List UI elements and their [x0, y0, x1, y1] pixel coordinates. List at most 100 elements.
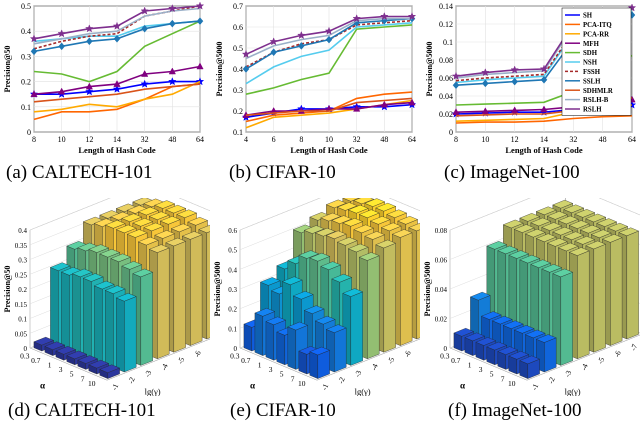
b-cifar-alpha-tick: 1 — [258, 361, 262, 370]
caltech-ylabel: Precision@50 — [3, 46, 12, 93]
b-caltech-bar — [61, 271, 70, 350]
b-imagenet-bar — [524, 228, 546, 238]
imagenet-point-rslh — [627, 3, 637, 12]
caltech-xlabel: Length of Hash Code — [78, 145, 155, 155]
b-cifar-bar — [375, 202, 397, 212]
b-imagenet-ztick-label: 0 — [444, 345, 448, 353]
b-imagenet-bar — [519, 213, 541, 222]
caltech-xtick-label: 8 — [32, 135, 36, 144]
cifar-ytick-label: 0.2 — [233, 107, 243, 116]
b-imagenet-bar — [546, 238, 568, 247]
caltech-point-rslh — [29, 34, 39, 43]
b-caltech-bar — [115, 293, 137, 302]
b-cifar-bar — [375, 239, 397, 249]
b-cifar-bar — [317, 350, 330, 379]
imagenet-xtick-label: 48 — [599, 135, 607, 144]
caltech-ytick-label: 0.4 — [21, 27, 31, 36]
b-imagenet-gamma-tick: -7 — [629, 343, 640, 352]
b-cifar-bar — [276, 331, 285, 366]
b-cifar-bar — [397, 216, 419, 225]
b-imagenet-bar — [530, 217, 552, 227]
b-caltech-bar — [66, 350, 88, 360]
b-imagenet-bar — [596, 218, 618, 227]
bar3d-chart-cifar: 00.10.20.30.40.50.6Precision@50000.30.71… — [213, 198, 420, 396]
b-caltech-bar — [148, 211, 170, 220]
b-cifar-bar — [400, 232, 413, 346]
b-cifar-bar — [416, 229, 420, 340]
caltech-xtick-label: 48 — [168, 135, 176, 144]
caption-d: (d) CALTECH-101 — [8, 400, 156, 421]
b-imagenet-bar — [557, 215, 579, 225]
imagenet-point-rslh — [510, 65, 519, 74]
cifar-point-mfh — [380, 100, 388, 108]
b-cifar-bar — [331, 215, 353, 224]
b-cifar-bar — [364, 198, 386, 207]
b-caltech-bar — [77, 355, 99, 364]
b-cifar-alpha-tick: 7 — [291, 374, 295, 383]
b-cifar-bar — [298, 350, 307, 375]
b-imagenet-bar — [535, 233, 557, 242]
legend-label-pca-rr: PCA-RR — [583, 31, 609, 38]
b-caltech-bar — [105, 290, 114, 368]
b-caltech-bar — [50, 267, 59, 345]
b-caltech-zlabel: Precision@50 — [3, 266, 12, 313]
cifar-ytick-label: 0.4 — [233, 65, 243, 74]
cifar-xtick-label: 8 — [299, 135, 303, 144]
caltech-series-sdh — [33, 20, 201, 83]
b-cifar-bar — [243, 323, 252, 352]
imagenet-xtick-label: 32 — [569, 135, 577, 144]
b-cifar-bar — [353, 224, 375, 234]
cifar-point-mfh — [408, 98, 416, 106]
b-caltech-bar — [99, 364, 121, 373]
b-caltech-bar — [181, 231, 203, 240]
b-caltech-bar — [170, 223, 192, 233]
caltech-point-rslh — [168, 3, 177, 13]
b-caltech-bar — [176, 209, 198, 218]
line-chart-imagenet: 0 0.02 0.04 0.06 0.08 0.1 0.12 0.14 8 10 12 14 32 48 6… — [425, 2, 637, 155]
b-imagenet-gamma-tick: -6 — [612, 349, 623, 358]
cifar-point-rslh — [380, 11, 389, 21]
b-imagenet-bar — [626, 230, 639, 340]
caption-f: (f) ImageNet-100 — [448, 400, 582, 421]
b-caltech-bar — [88, 359, 110, 369]
imagenet-xtick-label: 12 — [511, 135, 519, 144]
b-caltech-bar — [154, 200, 176, 209]
b-cifar-bar — [325, 324, 347, 333]
b-caltech-bar — [88, 244, 110, 253]
caltech-point-rslh — [195, 1, 205, 10]
caltech-point-mfh — [30, 90, 38, 97]
b-imagenet-ztick-label: 0.08 — [435, 227, 448, 235]
b-cifar-bar — [336, 202, 358, 211]
b-caltech-bar — [137, 206, 159, 216]
legend-label-fssh: FSSH — [583, 69, 601, 76]
cifar-ytick-label: 0.1 — [233, 128, 243, 137]
caltech-point-mfh — [85, 82, 93, 90]
b-imagenet-alpha-tick: 10 — [508, 379, 516, 388]
b-imagenet-bar — [552, 268, 574, 278]
cifar-point-sslh — [242, 65, 250, 73]
b-imagenet-alpha-tick: 3 — [479, 365, 483, 374]
b-cifar-bar — [325, 199, 347, 209]
b-imagenet-bar — [585, 213, 607, 223]
b-cifar-bar — [254, 308, 276, 317]
b-imagenet-bar — [560, 271, 573, 366]
b-imagenet-gamma-label: lg(γ) — [565, 386, 581, 396]
b-caltech-bar — [206, 231, 210, 340]
b-imagenet-bar — [508, 250, 530, 259]
b-imagenet-bar — [475, 337, 497, 346]
b-caltech-ztick-label: 0 — [24, 345, 28, 353]
b-imagenet-bar — [486, 341, 508, 351]
cifar-ytick-label: 0.5 — [233, 44, 243, 53]
b-imagenet-gamma-tick: -2 — [546, 376, 557, 385]
b-caltech-bar — [148, 244, 170, 253]
b-imagenet-zlabel: Precision@5000 — [423, 262, 432, 317]
b-imagenet-bar — [552, 199, 574, 209]
cifar-xtick-label: 32 — [353, 135, 361, 144]
imagenet-ytick-label: 0 — [449, 128, 453, 137]
b-caltech-bar — [72, 273, 81, 354]
b-imagenet-bar — [563, 204, 585, 213]
legend-label-rslh: RSLH — [583, 107, 602, 114]
cifar-ytick-label: 0.3 — [233, 86, 243, 95]
caltech-point-mfh — [168, 67, 176, 75]
b-cifar-gamma-tick: -2 — [336, 376, 347, 385]
